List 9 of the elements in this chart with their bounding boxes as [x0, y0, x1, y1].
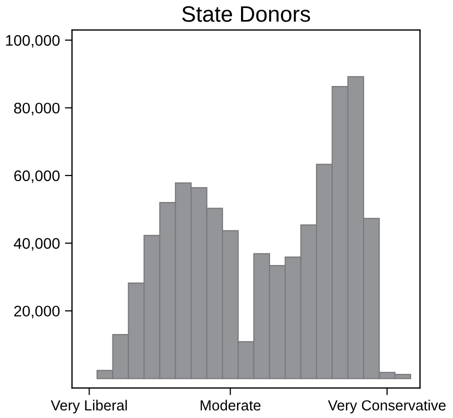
x-tick-label: Very Liberal — [50, 400, 127, 414]
y-tick-label: 100,000 — [6, 35, 60, 48]
y-tick-label: 40,000 — [14, 238, 60, 251]
x-tick-label: Moderate — [200, 400, 260, 411]
y-tick-label: 20,000 — [14, 306, 60, 318]
chart-title: State Donors — [182, 6, 310, 22]
y-tick-label: 60,000 — [14, 170, 60, 183]
x-tick-label: Very Conservative — [328, 400, 446, 414]
y-tick-label: 80,000 — [14, 102, 60, 116]
